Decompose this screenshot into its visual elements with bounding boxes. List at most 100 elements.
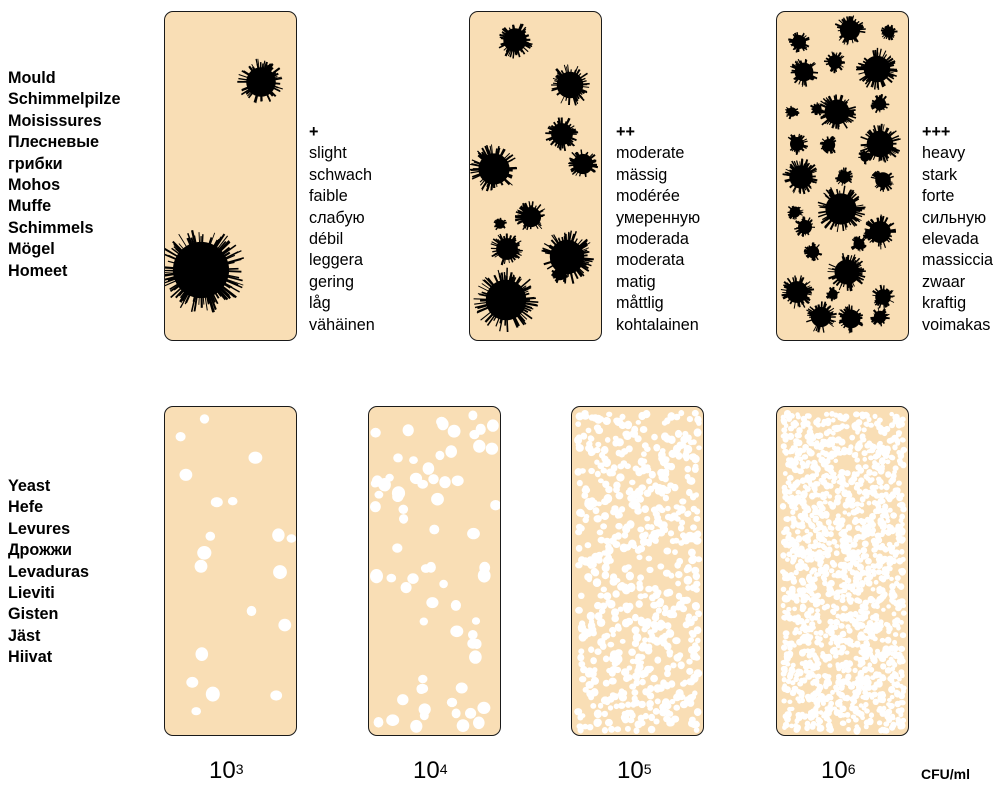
yeast-colony <box>876 424 884 431</box>
yeast-colony <box>850 541 858 548</box>
yeast-colony <box>892 418 898 425</box>
yeast-colony <box>465 707 477 719</box>
yeast-colony <box>823 490 830 496</box>
yeast-colony <box>807 659 813 665</box>
yeast-colony <box>602 679 610 687</box>
yeast-colony <box>786 614 794 622</box>
yeast-colony <box>603 592 612 601</box>
rating-word: voimakas <box>922 315 991 334</box>
yeast-colony <box>805 413 812 419</box>
rating-word: forte <box>922 187 955 206</box>
yeast-colony <box>613 481 621 490</box>
yeast-colony <box>825 519 832 526</box>
yeast-colony <box>789 515 797 523</box>
yeast-colony <box>638 654 646 660</box>
yeast-colony <box>798 523 806 530</box>
mould-name: Mohos <box>8 176 61 195</box>
yeast-colony <box>843 615 851 622</box>
yeast-colony <box>816 452 822 458</box>
yeast-name: Hiivat <box>8 648 53 667</box>
yeast-colony <box>645 555 653 562</box>
yeast-colony <box>886 604 891 609</box>
yeast-colony <box>866 449 872 454</box>
yeast-colony <box>605 599 613 606</box>
yeast-colony <box>655 607 662 614</box>
yeast-colony <box>629 683 637 690</box>
yeast-colony <box>580 432 588 440</box>
yeast-colony <box>879 508 885 514</box>
yeast-colony <box>857 563 863 568</box>
yeast-colony <box>789 666 794 671</box>
yeast-colony <box>636 660 643 666</box>
yeast-colony <box>795 563 802 571</box>
yeast-colony <box>805 460 811 466</box>
yeast-colony <box>867 489 873 495</box>
yeast-colony <box>841 587 848 594</box>
yeast-colony <box>450 600 461 611</box>
mould-name: Плесневые <box>8 133 100 152</box>
yeast-colony <box>854 581 860 587</box>
yeast-colony <box>845 524 853 531</box>
yeast-colony <box>885 459 891 465</box>
yeast-colony <box>594 459 600 465</box>
yeast-colony <box>787 432 795 440</box>
yeast-colony <box>884 636 892 644</box>
yeast-colony <box>626 602 634 611</box>
yeast-colony <box>899 548 905 555</box>
yeast-colony <box>392 491 404 502</box>
yeast-colony <box>693 708 702 717</box>
yeast-colony <box>684 473 691 480</box>
yeast-colony <box>670 662 677 669</box>
yeast-colony <box>851 681 856 686</box>
yeast-colony <box>781 594 789 603</box>
yeast-colony <box>689 555 698 562</box>
yeast-colony <box>783 451 789 456</box>
yeast-colony <box>841 446 848 454</box>
yeast-colony <box>374 490 384 499</box>
yeast-colony <box>832 624 839 631</box>
mould-colony <box>870 93 890 114</box>
yeast-colony <box>843 424 850 430</box>
yeast-colony <box>642 688 650 696</box>
yeast-colony <box>851 476 857 482</box>
yeast-colony <box>664 670 671 678</box>
yeast-colony <box>630 502 637 510</box>
yeast-colony <box>608 655 616 663</box>
yeast-colony <box>789 706 795 711</box>
yeast-colony <box>674 429 683 438</box>
rating-word: modérée <box>616 187 680 206</box>
yeast-colony <box>832 619 840 626</box>
yeast-colony <box>611 608 619 617</box>
yeast-colony <box>588 467 595 475</box>
yeast-colony <box>831 478 837 484</box>
yeast-colony <box>833 594 841 601</box>
yeast-colony <box>870 537 878 545</box>
yeast-colony <box>798 692 805 699</box>
yeast-colony <box>888 494 895 500</box>
yeast-colony <box>813 656 820 663</box>
yeast-colony <box>581 486 591 494</box>
yeast-colony <box>685 585 691 591</box>
yeast-colony <box>684 465 692 473</box>
yeast-colony <box>836 673 843 680</box>
yeast-colony <box>629 479 636 486</box>
yeast-colony <box>205 531 216 541</box>
yeast-colony <box>686 667 694 675</box>
yeast-colony <box>588 448 596 456</box>
yeast-colony <box>780 602 786 609</box>
yeast-colony <box>871 500 878 506</box>
yeast-colony <box>429 524 440 535</box>
yeast-colony <box>455 682 468 694</box>
yeast-colony <box>856 575 863 581</box>
yeast-colony <box>602 417 611 425</box>
yeast-colony <box>657 620 667 630</box>
yeast-colony <box>633 727 640 734</box>
yeast-colony <box>879 484 884 490</box>
yeast-colony <box>781 698 787 704</box>
yeast-colony <box>890 666 896 672</box>
yeast-colony <box>694 415 702 424</box>
yeast-colony <box>678 693 686 701</box>
yeast-colony <box>639 426 648 433</box>
yeast-colony <box>801 636 809 644</box>
yeast-colony <box>839 562 847 569</box>
